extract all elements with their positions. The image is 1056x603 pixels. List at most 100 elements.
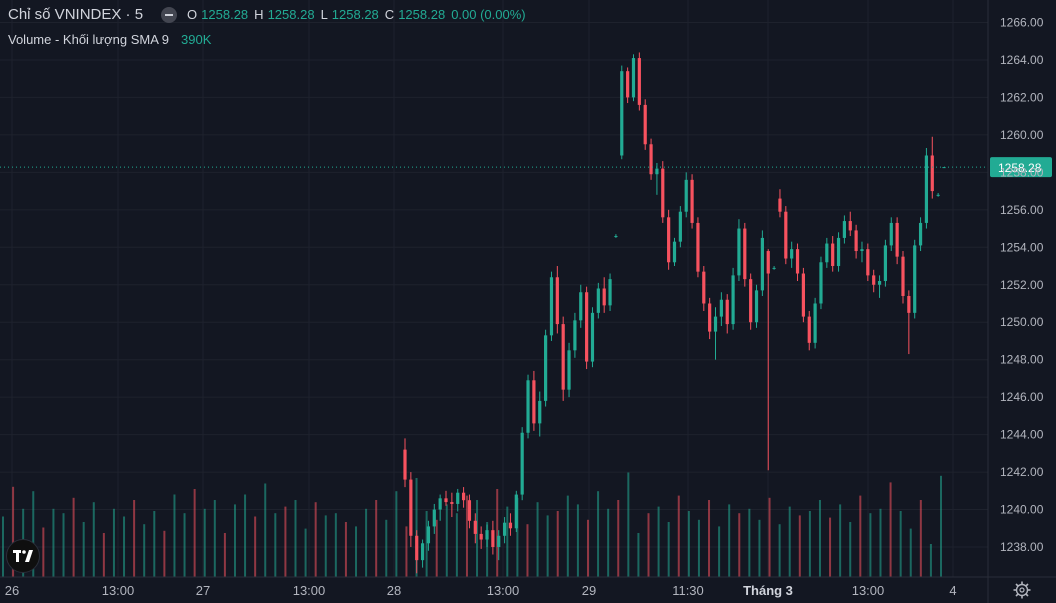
volume-bar [506,506,509,577]
candle-body [590,312,595,362]
volume-bar [576,504,579,577]
volume-bar [556,511,559,577]
volume-bar [365,508,368,577]
ohlc-values: O 1258.28 H 1258.28 L 1258.28 C 1258.28 0.00… [187,7,528,22]
volume-bar [697,519,700,577]
volume-bar [929,544,932,577]
candle-body [813,303,817,343]
volume-bar [455,513,458,577]
price-tick-label: 1242.00 [1000,465,1044,479]
volume-legend-value: 390K [181,32,212,47]
tradingview-logo-icon[interactable] [6,539,40,573]
candle-body [901,256,905,296]
time-tick-label: 27 [196,583,210,598]
candle-body [461,492,466,501]
time-tick-label: 13:00 [852,583,885,598]
volume-bar [597,491,600,577]
volume-bar [586,519,589,577]
candle-body [778,198,782,212]
candle-body [731,275,735,325]
price-tick-label: 1256.00 [1000,203,1044,217]
volume-bar [12,486,15,577]
candle-body [432,509,436,527]
candle-body [819,262,823,304]
price-tick-label: 1238.00 [1000,540,1044,554]
volume-bar [768,497,771,577]
volume-bar [112,508,115,577]
volume-bar [647,513,650,577]
price-tick-label: 1250.00 [1000,315,1044,329]
price-tick-label: 1258.00 [1000,165,1044,179]
candle-body [608,279,612,306]
candle-body [895,222,899,257]
volume-bar [677,495,680,577]
price-tick-label: 1248.00 [1000,353,1044,367]
volume-bar [274,513,277,577]
volume-bar [940,475,942,577]
price-tick-label: 1266.00 [1000,15,1044,29]
volume-bar [445,504,448,577]
candle-body [678,211,682,242]
candle-body [667,217,671,263]
time-tick-label: 29 [582,583,596,598]
candle-body [836,237,841,267]
time-tick-label: 13:00 [293,583,326,598]
gear-icon[interactable] [1012,580,1032,600]
candle-body [473,520,477,534]
volume-bar [415,478,418,577]
high-value: 1258.28 [267,7,315,22]
candle-body [467,500,472,521]
candle-body [872,275,876,285]
volume-bar [334,513,337,577]
candle-body [725,299,729,325]
volume-bar [657,506,660,577]
candle-body [573,320,577,351]
volume-bar [496,489,499,577]
candle-body [403,449,407,480]
candle-body [485,530,489,540]
minus-circle-icon[interactable] [161,6,178,23]
volume-bar [486,522,489,577]
candle-body [567,350,571,390]
candle-body [672,241,677,263]
volume-bar [829,517,832,577]
candle-body [415,535,419,561]
volume-bar [425,511,428,577]
volume-bar [637,533,640,577]
candle-body [690,179,694,223]
candle-body [491,530,495,548]
price-scale: 1266.00 1264.00 1262.00 1260.00 1258.00 1256.… [987,0,1044,603]
volume-bar [163,530,166,577]
volume-bar [788,506,791,577]
candle-body [825,243,829,263]
volume-bar [233,504,236,577]
volume-bar [294,500,297,577]
candle-body [754,290,759,323]
volume-bar [82,522,85,577]
open-label: O [187,7,198,22]
volume-bar [849,522,852,577]
candle-body [444,498,448,503]
volume-bar [758,519,761,577]
volume-bar [566,495,569,577]
low-label: L [320,7,328,22]
time-scale: 26 13:00 27 13:00 28 13:00 29 11:30 Tháng 3 13:00… [0,576,1056,598]
price-tick-label: 1240.00 [1000,503,1044,517]
change-value: 0.00 (0.00%) [451,7,526,22]
candle-body [760,237,764,291]
volume-bar [798,515,801,577]
volume-bar [355,526,358,577]
symbol-title[interactable]: Chỉ số VNINDEX · 5 [8,6,144,23]
volume-bar [718,526,721,577]
candle-body [520,432,524,495]
volume-bar [153,511,156,577]
candle-body [643,104,647,145]
volume-bar [123,516,126,577]
candlesticks [403,52,946,574]
time-tick-label: Tháng 3 [743,583,793,598]
volume-bar [546,515,549,577]
volume-legend[interactable]: Volume - Khối lượng SMA 9 390K [8,32,211,47]
candle-body [854,230,858,252]
volume-legend-label: Volume - Khối lượng SMA 9 [8,32,170,47]
